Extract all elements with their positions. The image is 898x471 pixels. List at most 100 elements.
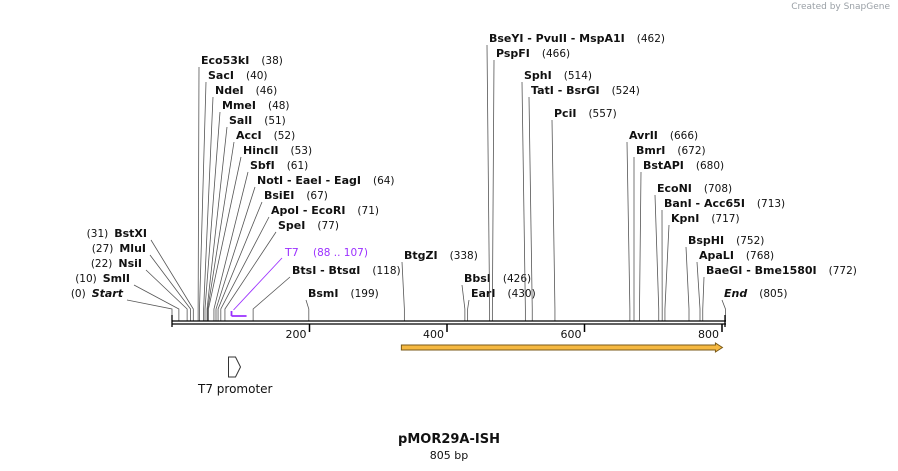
site-sphi[interactable]: SphI (514) [521, 69, 592, 321]
primer-t7-range: (88 .. 107) [313, 247, 368, 259]
site-mmei[interactable]: MmeI (48) [204, 99, 290, 321]
site-bani-acc65i[interactable]: BanI - Acc65I (713) [661, 197, 785, 321]
site-bseyi-pvuii-mspa1i[interactable]: BseYI - PvuII - MspA1I (462) [486, 32, 665, 321]
site-econi-leader [654, 194, 660, 321]
site-mmei-label: MmeI [222, 99, 256, 112]
site-spei-leader [224, 231, 277, 321]
site-pcii-position: (557) [588, 108, 616, 120]
plasmid-length: 805 bp [429, 449, 469, 462]
site-bsmi[interactable]: BsmI (199) [305, 287, 379, 321]
site-spei[interactable]: SpeI (77) [224, 219, 339, 321]
site-btgzi[interactable]: BtgZI (338) [401, 249, 478, 321]
site-eari-label: EarI [471, 287, 495, 300]
site-pspfi-position: (466) [542, 48, 570, 60]
site-tati-bsrgi-position: (524) [612, 85, 640, 97]
site-btsi-bts-i[interactable]: BtsI - BtsαI (118) [252, 264, 401, 321]
site-sali-label: SalI [229, 114, 252, 127]
site-end[interactable]: End (805) [721, 287, 787, 321]
site-bsphi-leader [685, 246, 690, 321]
site-apoi-ecori-leader [220, 216, 270, 321]
site-saci[interactable]: SacI (40) [199, 69, 268, 321]
site-econi[interactable]: EcoNI (708) [654, 182, 732, 321]
site-hincii[interactable]: HincII (53) [208, 144, 312, 321]
site-bani-acc65i-position: (713) [757, 198, 785, 210]
axis-tick-label-200: 200 [286, 328, 307, 341]
site-kpni[interactable]: KpnI (717) [664, 212, 740, 321]
site-mlui-position: (27) [92, 243, 114, 255]
axis-tick-label-400: 400 [423, 328, 444, 341]
site-pspfi[interactable]: PspFI (466) [491, 47, 570, 321]
site-bsphi[interactable]: BspHI (752) [685, 234, 764, 321]
site-bsiei-position: (67) [306, 190, 328, 202]
site-bsiei-label: BsiEI [264, 189, 294, 202]
primer-t7-bar [230, 311, 247, 317]
features-layer: T7 (88 .. 107) [228, 246, 724, 378]
site-apali-label: ApaLI [699, 249, 734, 262]
site-acci[interactable]: AccI (52) [207, 129, 296, 321]
site-nsii[interactable]: NsiI (22) [91, 257, 188, 321]
site-mlui-label: MluI [119, 242, 146, 255]
site-bstapi[interactable]: BstAPI (680) [639, 159, 725, 321]
site-apali[interactable]: ApaLI (768) [696, 249, 774, 321]
site-baegi-bme1580i[interactable]: BaeGI - Bme1580I (772) [702, 264, 857, 321]
site-start[interactable]: Start (0) [71, 287, 173, 321]
site-bsiei[interactable]: BsiEI (67) [217, 189, 328, 321]
site-pcii[interactable]: PciI (557) [551, 107, 617, 321]
site-bsiei-leader [217, 201, 263, 321]
site-bbsi[interactable]: BbsI (426) [461, 272, 531, 321]
site-eari-position: (430) [507, 288, 535, 300]
site-noti-eaei-eagi[interactable]: NotI - EaeI - EagI (64) [215, 174, 395, 321]
site-bseyi-pvuii-mspa1i-label: BseYI - PvuII - MspA1I [489, 32, 625, 45]
site-btsi-bts-i-label: BtsI - BtsαI [292, 264, 360, 277]
site-sali-leader [206, 126, 228, 321]
site-sphi-label: SphI [524, 69, 552, 82]
site-bbsi-leader [461, 284, 466, 321]
site-avrii[interactable]: AvrII (666) [626, 129, 698, 321]
site-eco53ki-position: (38) [261, 55, 283, 67]
t7-promoter-arrow[interactable] [228, 356, 242, 378]
site-kpni-label: KpnI [671, 212, 699, 225]
site-bseyi-pvuii-mspa1i-leader [486, 44, 491, 321]
site-spei-label: SpeI [278, 219, 305, 232]
primer-t7-label: T7 [284, 246, 299, 259]
site-econi-position: (708) [704, 183, 732, 195]
site-tati-bsrgi[interactable]: TatI - BsrGI (524) [528, 84, 640, 321]
site-ndei-position: (46) [256, 85, 278, 97]
site-saci-label: SacI [208, 69, 234, 82]
site-eco53ki[interactable]: Eco53kI (38) [197, 54, 283, 321]
site-start-position: (0) [71, 288, 86, 300]
site-eari-leader [467, 299, 470, 321]
site-bstxi[interactable]: BstXI (31) [87, 227, 194, 321]
site-start-leader [126, 299, 173, 321]
site-hincii-leader [208, 156, 242, 321]
site-btgzi-position: (338) [450, 250, 478, 262]
sequence-backbone [171, 315, 726, 327]
site-bsphi-label: BspHI [688, 234, 724, 247]
site-smli[interactable]: SmlI (10) [75, 272, 180, 321]
site-smli-leader [133, 284, 180, 321]
site-eco53ki-leader [197, 66, 200, 321]
site-sphi-position: (514) [564, 70, 592, 82]
site-pcii-label: PciI [554, 107, 576, 120]
site-mlui[interactable]: MluI (27) [92, 242, 191, 321]
site-sbfi[interactable]: SbfI (61) [213, 159, 308, 321]
site-hincii-position: (53) [291, 145, 313, 157]
orf-arrow[interactable] [400, 342, 724, 353]
primer-t7[interactable]: T7 (88 .. 107) [230, 246, 368, 317]
site-acci-leader [207, 141, 235, 321]
site-sali[interactable]: SalI (51) [206, 114, 286, 321]
axis-tick-label-800: 800 [698, 328, 719, 341]
site-labels-layer: Start (0) SmlI (10) NsiI (22) MluI (27)BstXI (31… [71, 32, 857, 321]
site-acci-position: (52) [274, 130, 296, 142]
site-ndei[interactable]: NdeI (46) [203, 84, 278, 321]
site-sali-position: (51) [264, 115, 286, 127]
site-apoi-ecori[interactable]: ApoI - EcoRI (71) [220, 204, 379, 321]
site-apali-position: (768) [746, 250, 774, 262]
site-bstapi-leader [639, 171, 642, 321]
site-bmri[interactable]: BmrI (672) [633, 144, 706, 321]
site-sphi-leader [521, 81, 526, 321]
site-bstxi-position: (31) [87, 228, 109, 240]
site-mlui-leader [149, 254, 191, 321]
site-bstapi-position: (680) [696, 160, 724, 172]
